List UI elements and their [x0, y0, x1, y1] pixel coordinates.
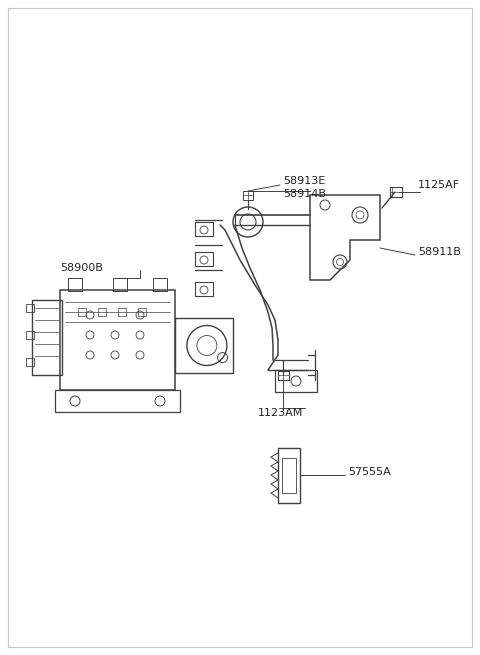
Bar	[153, 278, 167, 291]
Bar	[68, 278, 82, 291]
Polygon shape	[310, 195, 380, 280]
Text: 58913E: 58913E	[283, 176, 325, 186]
Bar	[60, 290, 175, 390]
Text: 58900B: 58900B	[60, 263, 103, 273]
Bar	[55, 390, 180, 412]
Bar	[26, 331, 34, 339]
Bar	[78, 308, 86, 316]
Bar	[26, 358, 34, 366]
Bar	[195, 222, 213, 236]
Bar	[243, 191, 253, 200]
Bar	[195, 252, 213, 266]
Bar	[282, 458, 296, 493]
Text: 58911B: 58911B	[418, 247, 461, 257]
Bar	[278, 448, 300, 503]
Bar	[32, 300, 62, 375]
Bar	[113, 278, 127, 291]
Bar	[138, 308, 146, 316]
Bar	[278, 371, 289, 380]
Text: 1125AF: 1125AF	[418, 180, 460, 190]
Bar	[275, 370, 317, 392]
Text: 57555A: 57555A	[348, 467, 391, 477]
Bar	[98, 308, 106, 316]
Text: 1123AM: 1123AM	[258, 408, 303, 418]
Bar	[26, 304, 34, 312]
Text: 58914B: 58914B	[283, 189, 326, 199]
Bar	[390, 187, 402, 197]
Bar	[195, 282, 213, 296]
Bar	[118, 308, 126, 316]
Bar	[175, 318, 233, 373]
